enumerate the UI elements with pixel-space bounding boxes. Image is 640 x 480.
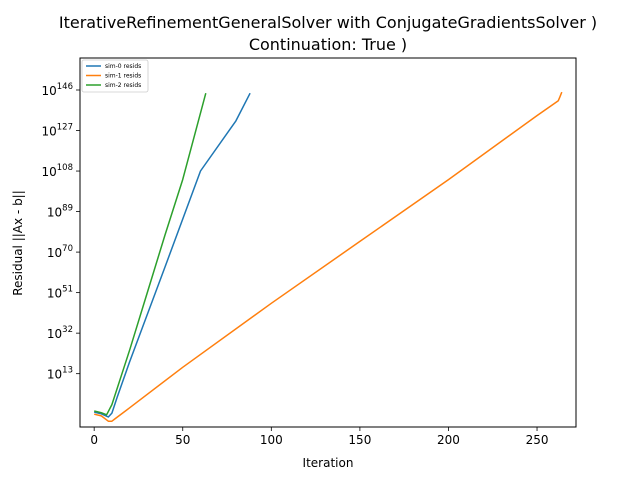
y-tick-label-base: 10 — [41, 165, 56, 179]
x-tick-label: 100 — [260, 433, 283, 447]
y-tick-label: 1013 — [47, 366, 73, 382]
y-tick-label-base: 10 — [47, 287, 62, 301]
y-axis-label: Residual ||Ax - b|| — [11, 190, 25, 296]
y-tick-label-base: 10 — [41, 125, 56, 139]
y-tick-label: 1070 — [47, 244, 73, 260]
y-tick-label: 10146 — [41, 82, 73, 98]
y-tick-label: 10127 — [41, 123, 73, 139]
y-tick-label-base: 10 — [47, 246, 62, 260]
x-tick-label: 200 — [437, 433, 460, 447]
y-tick-label-exponent: 127 — [57, 123, 73, 133]
y-tick-label-base: 10 — [41, 84, 56, 98]
y-tick-label-base: 10 — [47, 206, 62, 220]
y-tick-label-exponent: 70 — [62, 244, 73, 254]
series-line-sim-2 — [94, 93, 207, 416]
legend-label-sim-2: sim-2 resids — [105, 82, 141, 89]
y-tick-label-base: 10 — [47, 327, 62, 341]
y-tick-label-exponent: 108 — [57, 163, 73, 173]
y-tick-label-exponent: 146 — [57, 82, 73, 92]
x-tick-label: 150 — [348, 433, 371, 447]
y-tick-label: 1032 — [47, 325, 73, 341]
series-line-sim-1 — [94, 91, 563, 422]
legend-box — [81, 59, 149, 93]
legend-label-sim-1: sim-1 resids — [105, 73, 141, 80]
chart-title-line-2: Continuation: True ) — [249, 35, 407, 54]
axes-frame — [79, 57, 577, 428]
series-line-sim-0 — [94, 92, 251, 418]
y-tick-label: 1089 — [47, 204, 73, 220]
x-axis-label: Iteration — [303, 456, 354, 470]
y-tick-label-exponent: 32 — [62, 325, 73, 335]
x-tick-label: 0 — [90, 433, 98, 447]
x-tick-label: 250 — [526, 433, 549, 447]
legend: sim-0 resids sim-1 resids sim-2 resids — [81, 59, 149, 93]
chart-title-line-1: IterativeRefinementGeneralSolver with Co… — [59, 13, 597, 32]
y-tick-label-exponent: 89 — [62, 204, 73, 214]
y-tick-label: 1051 — [47, 285, 73, 301]
y-tick-label-exponent: 51 — [62, 285, 73, 295]
plot-lines — [94, 91, 563, 422]
y-tick-label-base: 10 — [47, 368, 62, 382]
x-tick-label: 50 — [175, 433, 190, 447]
legend-label-sim-0: sim-0 resids — [105, 63, 141, 70]
y-tick-label-exponent: 13 — [62, 366, 73, 376]
y-tick-label: 10108 — [41, 163, 73, 179]
x-axis-ticks: 0 50 100 150 200 250 — [90, 427, 548, 447]
